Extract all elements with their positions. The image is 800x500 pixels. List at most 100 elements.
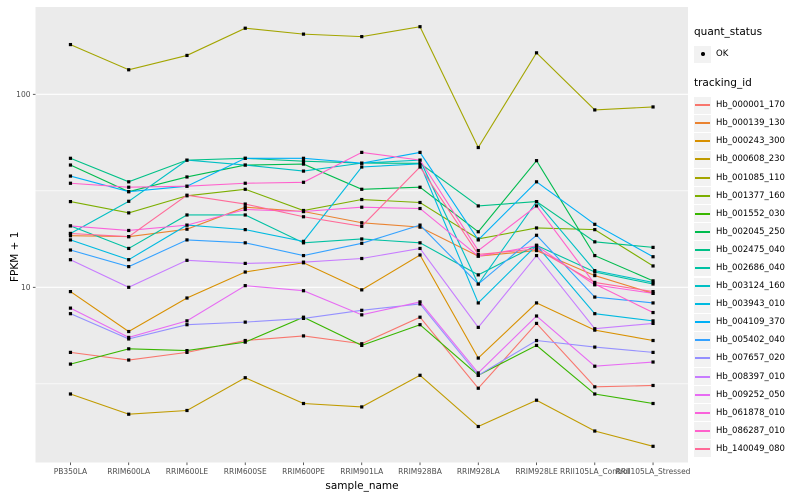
data-point <box>418 165 422 169</box>
data-point <box>534 226 539 230</box>
legend-item: Hb_008397_010 <box>694 368 800 386</box>
data-point <box>651 105 655 109</box>
data-point <box>301 32 306 36</box>
data-point <box>185 158 189 162</box>
legend-item: Hb_140049_080 <box>694 440 800 458</box>
data-point <box>127 329 131 334</box>
data-point <box>185 193 189 197</box>
data-point <box>185 348 189 353</box>
data-point <box>418 206 422 211</box>
data-point <box>593 280 597 285</box>
data-point <box>360 308 364 312</box>
line-swatch-icon <box>695 122 710 125</box>
data-point <box>534 398 539 402</box>
legend-item: Hb_007657_020 <box>694 349 800 367</box>
y-tick-label: 10 <box>21 283 31 292</box>
data-point <box>651 280 655 285</box>
data-point <box>301 334 306 338</box>
legend-key <box>694 440 711 458</box>
legend-key <box>694 96 711 114</box>
line-swatch-icon <box>695 429 710 432</box>
data-point <box>360 256 364 261</box>
data-point <box>418 25 422 29</box>
data-point <box>476 273 480 277</box>
data-point <box>476 230 480 234</box>
x-axis-title: sample_name <box>325 480 399 492</box>
legend-item: Hb_002475_040 <box>694 241 800 259</box>
y-tick-label: 100 <box>16 90 31 99</box>
data-point <box>418 150 422 154</box>
legend-key <box>694 150 711 168</box>
data-point <box>68 231 73 236</box>
data-point <box>418 246 422 251</box>
legend-item-label: Hb_001552_030 <box>716 208 785 219</box>
legend-key <box>694 205 711 223</box>
line-swatch-icon <box>695 285 710 288</box>
data-point <box>68 362 73 366</box>
line-swatch-icon <box>695 230 710 233</box>
data-point <box>127 180 131 184</box>
y-axis-title: FPKM + 1 <box>9 231 21 282</box>
x-tick-label: RRII105LA_Stressed <box>616 467 691 476</box>
data-point <box>360 343 364 347</box>
data-point <box>476 373 480 377</box>
data-point <box>534 244 539 248</box>
data-point <box>534 248 539 253</box>
data-point <box>68 350 73 354</box>
x-tick-label: RRIM928BA <box>398 467 443 476</box>
data-point <box>185 223 189 227</box>
legend-key <box>694 368 711 386</box>
line-swatch-icon <box>695 411 710 414</box>
data-point <box>651 310 655 315</box>
data-point <box>127 335 131 340</box>
data-point <box>185 175 189 179</box>
data-point <box>593 295 597 299</box>
line-swatch-icon <box>695 393 710 396</box>
data-point <box>68 248 73 252</box>
legend-series-list: Hb_000001_170 Hb_000139_130 Hb_000243_300 H… <box>694 96 800 458</box>
data-point <box>185 238 189 242</box>
data-point <box>243 261 247 265</box>
legend-item-label: Hb_002475_040 <box>716 244 785 255</box>
data-point <box>243 284 247 288</box>
legend-item: Hb_004109_370 <box>694 313 800 331</box>
data-point <box>534 199 539 204</box>
data-point <box>127 185 131 189</box>
data-point <box>68 174 73 178</box>
data-point <box>243 181 247 185</box>
data-point <box>418 373 422 377</box>
data-point <box>651 255 655 259</box>
line-swatch-icon <box>695 176 710 179</box>
line-swatch-icon <box>695 321 710 324</box>
x-tick-label: RRIM928LE <box>515 467 558 476</box>
legend-key <box>694 169 711 187</box>
data-point <box>476 248 480 253</box>
point-glyph-icon <box>700 52 705 57</box>
data-point <box>185 258 189 262</box>
data-point <box>185 408 189 413</box>
data-point <box>127 347 131 351</box>
legend-item-label: Hb_000139_130 <box>716 118 785 129</box>
legend-key <box>694 422 711 440</box>
data-point <box>301 289 306 293</box>
data-point <box>651 321 655 326</box>
data-point <box>301 162 306 166</box>
data-point <box>243 241 247 245</box>
legend-item: Hb_002686_040 <box>694 259 800 277</box>
data-point <box>651 245 655 249</box>
legend-item-label: Hb_000001_170 <box>716 100 785 111</box>
data-point <box>68 156 73 160</box>
data-point <box>301 215 306 219</box>
data-point <box>243 156 247 160</box>
data-point <box>418 300 422 304</box>
line-swatch-icon <box>695 158 710 161</box>
data-point <box>185 213 189 217</box>
data-point <box>360 197 364 202</box>
data-point <box>360 288 364 292</box>
data-point <box>534 233 539 237</box>
legend-item-label: Hb_003943_010 <box>716 299 785 310</box>
data-point <box>534 301 539 305</box>
x-tick-label: RRIM928LA <box>457 467 501 476</box>
legend-title-tracking-id: tracking_id <box>694 77 752 90</box>
data-point <box>68 392 73 396</box>
